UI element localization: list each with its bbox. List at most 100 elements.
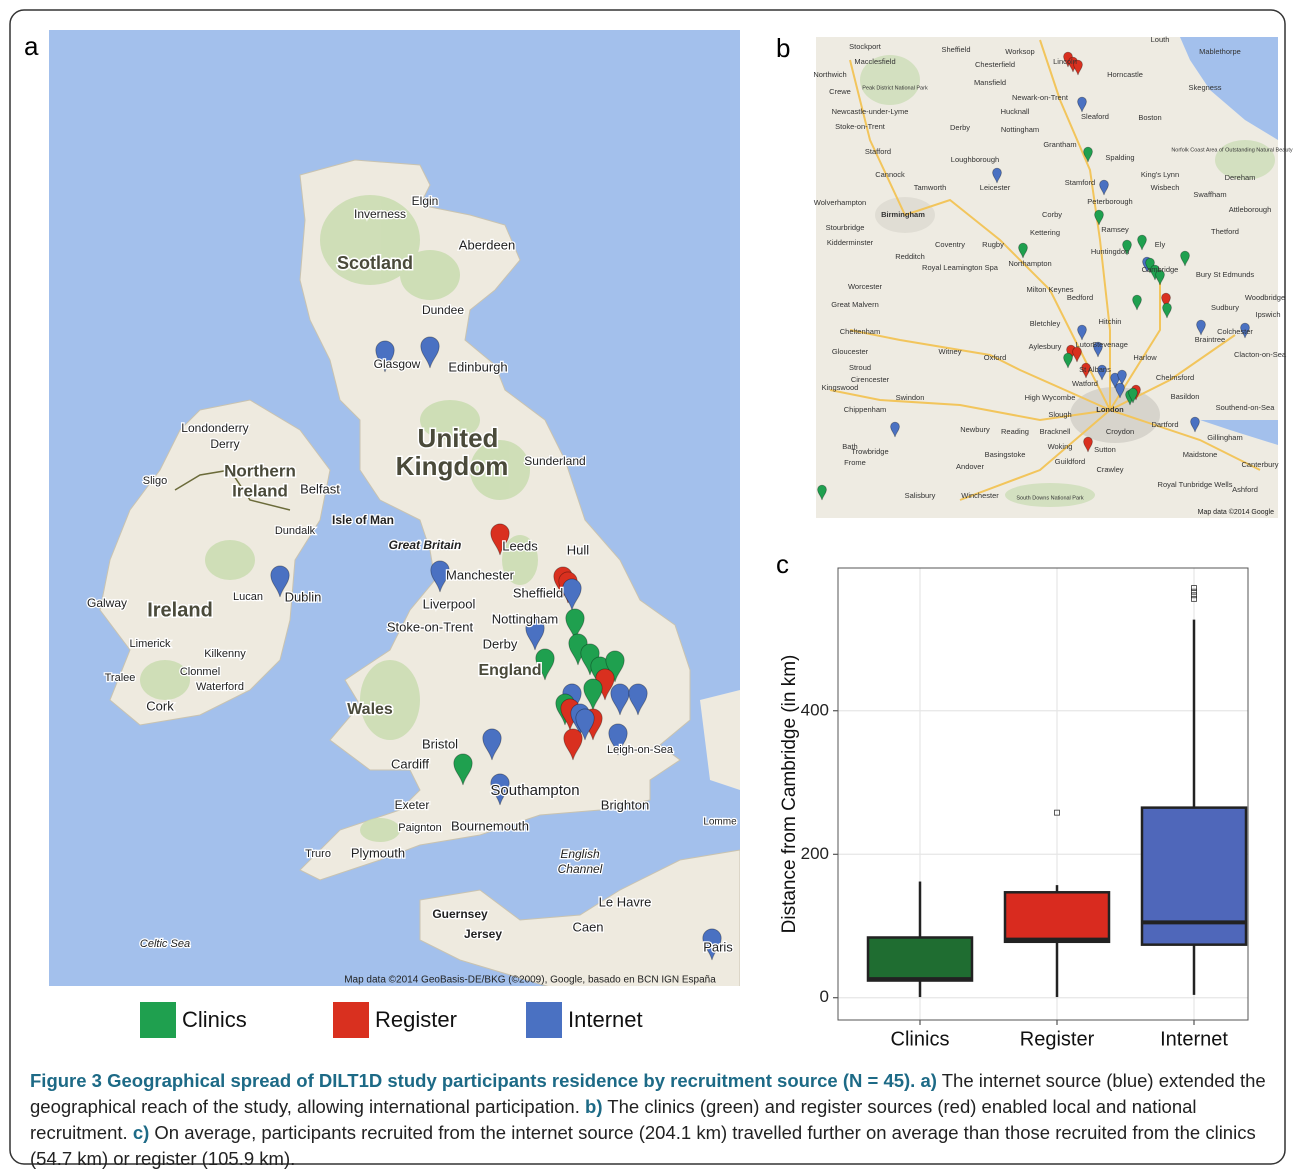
outlier [1191,588,1197,595]
place-label: Brighton [601,797,649,812]
place-label: Birmingham [881,210,925,219]
place-label: Stamford [1065,178,1095,187]
place-label: Corby [1042,210,1062,219]
place-label: Dundalk [275,525,316,537]
place-label: Ireland [232,481,288,500]
place-label: Galway [87,596,127,610]
estuary [1200,420,1278,445]
pin [490,523,510,556]
place-label: Leigh-on-Sea [607,744,674,756]
place-label: Braintree [1195,335,1225,344]
pin [1122,239,1132,256]
place-label: Sleaford [1081,112,1109,121]
caption-part-text: The internet source (blue) extended the … [30,1070,1266,1117]
place-label: Woking [1048,442,1073,451]
legend-swatch [140,1002,176,1038]
place-label: Luton [1076,340,1095,349]
pin [1093,341,1103,358]
place-label: Spalding [1105,153,1134,162]
place-label: Limerick [130,638,171,650]
place-label: Wisbech [1151,183,1180,192]
place-label: English [560,847,600,861]
place-label: Basingstoke [985,450,1026,459]
pin [1081,362,1091,379]
caption-part-label: b) [585,1096,603,1117]
pin [608,723,628,756]
pin [1018,242,1028,259]
pin [1110,372,1120,389]
place-label: Sutton [1094,445,1116,454]
park [860,55,920,105]
place-label: Slough [1048,410,1071,419]
place-label: Sheffield [941,45,970,54]
place-label: Stroud [849,363,871,372]
place-label: Paignton [398,822,441,834]
pin [1072,346,1082,363]
pin [583,678,603,711]
place-label: Bath [842,442,857,451]
place-label: South Downs National Park [1016,495,1084,501]
place-label: Aylesbury [1029,342,1062,351]
outlier [1191,592,1197,599]
pin [1073,59,1083,76]
place-label: Harlow [1133,353,1157,362]
land [816,37,1278,518]
outlier [1191,585,1197,591]
pin [1077,96,1087,113]
y-tick-label: 200 [801,844,829,863]
place-label: Stevenage [1092,340,1128,349]
place-label: Le Havre [599,894,652,909]
map-a-labels: Scotland Aberdeen Inverness Elgin Dundee Glas… [86,193,739,956]
plot-frame [837,567,1249,1021]
place-label: Mablethorpe [1199,47,1241,56]
place-label: Kingswood [822,383,859,392]
place-label: Swindon [896,393,925,402]
place-label: Derby [483,636,518,651]
park [1215,140,1275,180]
place-label: Maidstone [1183,450,1218,459]
place-label: Oxford [984,353,1007,362]
place-label: Londonderry [181,421,248,435]
caption-part-label: a) [920,1070,937,1091]
pin [1094,209,1104,226]
pin [610,683,630,716]
pin [482,728,502,761]
place-label: Sheffield [513,585,563,600]
place-label: Horncastle [1107,70,1143,79]
london-area [1070,387,1160,443]
place-label: Stoke-on-Trent [835,122,886,131]
place-label: Cork [146,698,174,713]
place-label: Canterbury [1241,460,1278,469]
place-label: Waterford [196,681,244,693]
legend-label: Internet [568,1007,643,1032]
place-label: Peterborough [1087,197,1132,206]
map-b [816,37,1278,518]
place-label: Isle of Man [332,513,394,527]
park [1005,483,1095,507]
place-label: Stafford [865,147,891,156]
place-label: Dundee [422,303,464,317]
place-label: Hucknall [1001,107,1030,116]
place-label: Winchester [961,491,999,500]
place-label: Chesterfield [975,60,1015,69]
place-label: Elgin [412,194,439,208]
place-label: Mansfield [974,78,1006,87]
place-label: Belfast [300,481,340,496]
pin [375,340,395,373]
place-label: Huntingdon [1091,247,1129,256]
place-label: Basildon [1171,392,1200,401]
pin [535,648,555,681]
place-label: Cannock [875,170,905,179]
pin [1180,250,1190,267]
legend-swatch [526,1002,562,1038]
pin [1137,234,1147,251]
place-label: Leicester [980,183,1011,192]
place-label: Scotland [337,253,413,273]
caption-part-text: On average, participants recruited from … [30,1122,1256,1169]
place-label: Paris [703,939,733,954]
place-label: Thetford [1211,227,1239,236]
place-label: Northwich [813,70,846,79]
place-label: Hull [567,542,590,557]
